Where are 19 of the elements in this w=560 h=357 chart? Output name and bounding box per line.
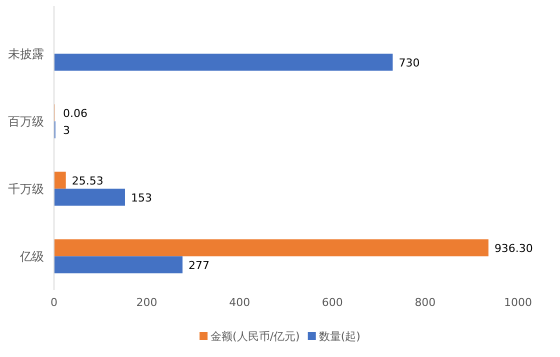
y-tick-label: 未披露: [8, 46, 44, 61]
y-tick-label: 百万级: [8, 114, 44, 128]
x-tick-label: 800: [414, 296, 436, 309]
legend-label: 数量(起): [318, 330, 360, 343]
data-label: 730: [398, 56, 420, 70]
data-label: 3: [63, 124, 70, 137]
data-label: 936.30: [494, 242, 533, 255]
y-tick-label: 千万级: [8, 182, 44, 196]
legend-label: 金额(人民币/亿元): [210, 330, 300, 343]
y-tick-label: 亿级: [19, 249, 44, 264]
data-label: 153: [130, 191, 152, 204]
data-label: 25.53: [72, 174, 104, 188]
x-tick-label: 1000: [504, 296, 532, 309]
data-label: 277: [188, 258, 210, 272]
data-label: 0.06: [63, 106, 88, 120]
x-tick-label: 0: [50, 296, 58, 309]
x-tick-label: 400: [229, 296, 250, 309]
x-tick-label: 200: [136, 296, 158, 309]
x-tick-label: 600: [322, 296, 343, 309]
